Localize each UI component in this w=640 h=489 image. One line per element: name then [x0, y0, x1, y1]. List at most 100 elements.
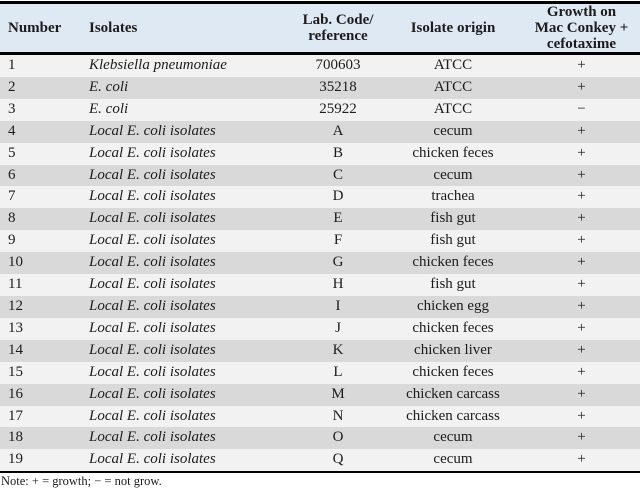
cell-number: 15: [8, 363, 23, 380]
cell-growth: +: [577, 363, 586, 380]
cell-lab-code: 25922: [319, 100, 357, 117]
cell-isolate: Klebsiella pneumoniae: [89, 57, 227, 73]
cell-isolate: Local E. coli isolates: [89, 232, 216, 249]
cell-growth: +: [577, 451, 586, 468]
cell-lab-code: Q: [332, 451, 344, 468]
cell-isolate: E. coli: [89, 78, 129, 95]
cell-isolate: Local E. coli isolates: [89, 319, 216, 336]
cell-number: 18: [8, 429, 23, 446]
cell-origin: fish gut: [430, 210, 476, 227]
cell-isolate: Local E. coli isolates: [89, 363, 216, 380]
column-header-number: Number: [0, 2, 80, 55]
cell-growth: +: [577, 429, 586, 446]
cell-lab-code: K: [332, 341, 344, 358]
cell-number: 14: [8, 341, 23, 358]
cell-lab-code: F: [333, 232, 343, 249]
cell-lab-code: M: [331, 385, 345, 402]
cell-origin: chicken feces: [412, 254, 494, 271]
cell-number: 8: [8, 210, 16, 227]
cell-isolate: Local E. coli isolates: [89, 254, 216, 271]
cell-origin: chicken feces: [412, 144, 494, 161]
cell-isolate: Local E. coli isolates: [89, 451, 216, 468]
cell-growth: +: [577, 385, 586, 402]
cell-growth: +: [577, 276, 586, 293]
cell-number: 6: [8, 166, 16, 183]
cell-isolate: E. coli: [89, 100, 129, 117]
cell-number: 10: [8, 254, 23, 271]
column-header-isolates: Isolates: [80, 2, 293, 55]
cell-number: 9: [8, 232, 16, 249]
cell-number: 3: [8, 100, 16, 117]
table-row: 3 E. coli 25922 ATCC −: [0, 98, 640, 121]
cell-isolate: Local E. coli isolates: [89, 297, 216, 314]
cell-isolate: Local E. coli isolates: [89, 210, 216, 227]
isolates-table: Number Isolates Lab. Code/ reference Iso…: [0, 1, 640, 474]
cell-number: 13: [8, 319, 23, 336]
cell-origin: cecum: [433, 122, 473, 139]
cell-growth: +: [577, 166, 586, 183]
cell-isolate: Local E. coli isolates: [89, 385, 216, 402]
cell-lab-code: B: [332, 144, 343, 161]
cell-origin: chicken liver: [414, 341, 492, 358]
cell-isolate: Local E. coli isolates: [89, 341, 216, 358]
cell-origin: chicken carcass: [406, 407, 500, 424]
cell-lab-code: D: [332, 188, 344, 205]
cell-growth: +: [577, 188, 586, 205]
cell-lab-code: O: [332, 429, 344, 446]
column-header-isolate-origin: Isolate origin: [383, 2, 523, 55]
cell-lab-code: H: [332, 276, 344, 293]
cell-lab-code: J: [335, 319, 341, 336]
cell-origin: cecum: [433, 429, 473, 446]
table-body: 1 Klebsiella pneumoniae 700603 ATCC +2 E. col…: [0, 53, 640, 473]
cell-origin: chicken feces: [412, 363, 494, 380]
cell-growth: +: [577, 297, 586, 314]
cell-number: 19: [8, 451, 23, 468]
cell-lab-code: G: [332, 254, 344, 271]
cell-lab-code: 700603: [315, 57, 361, 73]
cell-growth: +: [577, 210, 586, 227]
cell-origin: cecum: [433, 451, 473, 468]
cell-origin: fish gut: [430, 276, 476, 293]
cell-number: 11: [8, 276, 23, 293]
cell-origin: chicken carcass: [406, 385, 500, 402]
cell-growth: +: [577, 232, 586, 249]
cell-number: 12: [8, 297, 23, 314]
cell-growth: +: [577, 57, 586, 73]
cell-growth: +: [577, 144, 586, 161]
cell-number: 5: [8, 144, 16, 161]
table-note: Note: + = growth; − = not grow.: [1, 474, 162, 489]
cell-growth: +: [577, 407, 586, 424]
cell-growth: +: [577, 78, 586, 95]
cell-isolate: Local E. coli isolates: [89, 188, 216, 205]
cell-growth: +: [577, 122, 586, 139]
cell-growth: −: [577, 100, 586, 117]
cell-origin: chicken feces: [412, 319, 494, 336]
cell-isolate: Local E. coli isolates: [89, 429, 216, 446]
cell-isolate: Local E. coli isolates: [89, 276, 216, 293]
cell-isolate: Local E. coli isolates: [89, 166, 216, 183]
cell-origin: trachea: [431, 188, 475, 205]
cell-origin: cecum: [433, 166, 473, 183]
cell-lab-code: N: [332, 407, 344, 424]
cell-isolate: Local E. coli isolates: [89, 144, 216, 161]
cell-number: 4: [8, 122, 16, 139]
cell-growth: +: [577, 341, 586, 358]
table-row: 2 E. coli 35218 ATCC +: [0, 76, 640, 99]
cell-number: 2: [8, 78, 16, 95]
cell-growth: +: [577, 319, 586, 336]
cell-number: 7: [8, 188, 16, 205]
cell-lab-code: A: [332, 122, 344, 139]
